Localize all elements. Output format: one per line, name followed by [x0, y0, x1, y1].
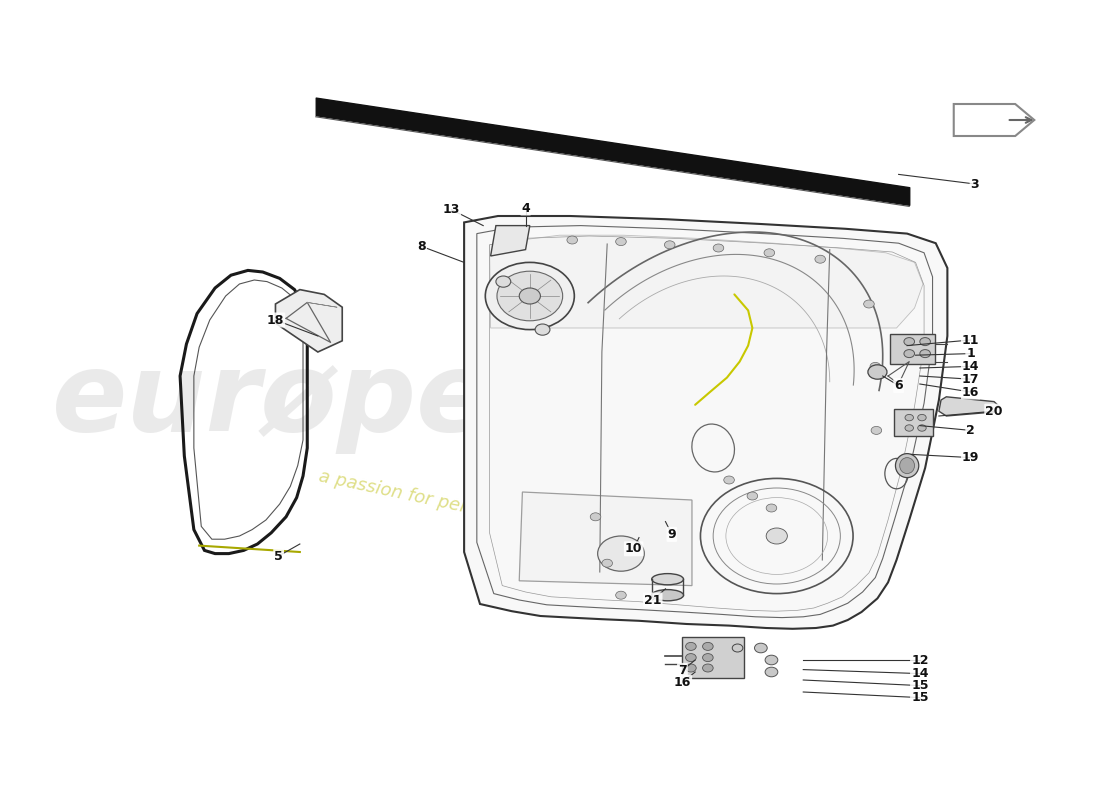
Polygon shape [519, 492, 692, 586]
Text: 9: 9 [668, 528, 676, 541]
Text: 16: 16 [673, 676, 691, 689]
Text: 10: 10 [625, 542, 642, 555]
Circle shape [733, 644, 742, 652]
Circle shape [602, 559, 613, 567]
Circle shape [815, 255, 825, 263]
Circle shape [905, 425, 913, 431]
Circle shape [747, 492, 758, 500]
Circle shape [713, 244, 724, 252]
FancyBboxPatch shape [894, 409, 933, 436]
Circle shape [685, 664, 696, 672]
Polygon shape [464, 216, 947, 629]
Text: 20: 20 [986, 405, 1003, 418]
Circle shape [664, 241, 675, 249]
Polygon shape [275, 290, 342, 352]
Circle shape [917, 414, 926, 421]
Circle shape [703, 664, 713, 672]
Text: 8: 8 [417, 240, 426, 253]
Circle shape [685, 654, 696, 662]
Circle shape [616, 591, 626, 599]
Polygon shape [490, 235, 923, 328]
Text: 14: 14 [911, 667, 928, 680]
FancyBboxPatch shape [682, 637, 744, 678]
Circle shape [724, 476, 735, 484]
Circle shape [870, 362, 881, 370]
Text: 13: 13 [442, 203, 460, 216]
Text: 17: 17 [962, 373, 979, 386]
Circle shape [485, 262, 574, 330]
Circle shape [766, 667, 778, 677]
Circle shape [904, 350, 914, 358]
Circle shape [703, 642, 713, 650]
Circle shape [519, 288, 540, 304]
Circle shape [905, 414, 913, 421]
Ellipse shape [651, 590, 683, 601]
Text: 15: 15 [911, 691, 928, 704]
Circle shape [496, 276, 510, 287]
Circle shape [767, 528, 788, 544]
Ellipse shape [895, 454, 918, 478]
Circle shape [566, 236, 578, 244]
Text: a passion for performance since 1985: a passion for performance since 1985 [317, 468, 654, 556]
Polygon shape [491, 226, 530, 256]
Text: eurøpes: eurøpes [52, 346, 559, 454]
Ellipse shape [651, 574, 683, 585]
Circle shape [497, 271, 563, 321]
Circle shape [764, 249, 774, 257]
Circle shape [597, 536, 645, 571]
Circle shape [920, 338, 931, 346]
Text: 21: 21 [644, 594, 661, 606]
Text: 11: 11 [962, 334, 979, 346]
Circle shape [864, 300, 874, 308]
Text: 6: 6 [894, 379, 903, 392]
Circle shape [685, 642, 696, 650]
Circle shape [904, 338, 914, 346]
Circle shape [703, 654, 713, 662]
Circle shape [766, 655, 778, 665]
Circle shape [755, 643, 767, 653]
Text: 4: 4 [521, 202, 530, 214]
Circle shape [917, 425, 926, 431]
Text: 1: 1 [966, 347, 975, 360]
Circle shape [591, 513, 601, 521]
Text: 15: 15 [911, 679, 928, 692]
Text: 16: 16 [962, 386, 979, 398]
Circle shape [920, 350, 931, 358]
FancyBboxPatch shape [890, 334, 935, 364]
Text: 2: 2 [966, 424, 975, 437]
Text: 19: 19 [962, 451, 979, 464]
Circle shape [871, 426, 882, 434]
Text: 5: 5 [274, 550, 283, 562]
Polygon shape [939, 397, 999, 416]
Text: 3: 3 [970, 178, 979, 190]
Text: 7: 7 [678, 664, 686, 677]
Ellipse shape [900, 458, 914, 474]
Text: 18: 18 [267, 314, 284, 326]
Circle shape [535, 324, 550, 335]
Circle shape [616, 238, 626, 246]
Circle shape [767, 504, 777, 512]
Circle shape [868, 365, 887, 379]
Text: 12: 12 [911, 654, 928, 666]
Text: 14: 14 [962, 360, 979, 373]
